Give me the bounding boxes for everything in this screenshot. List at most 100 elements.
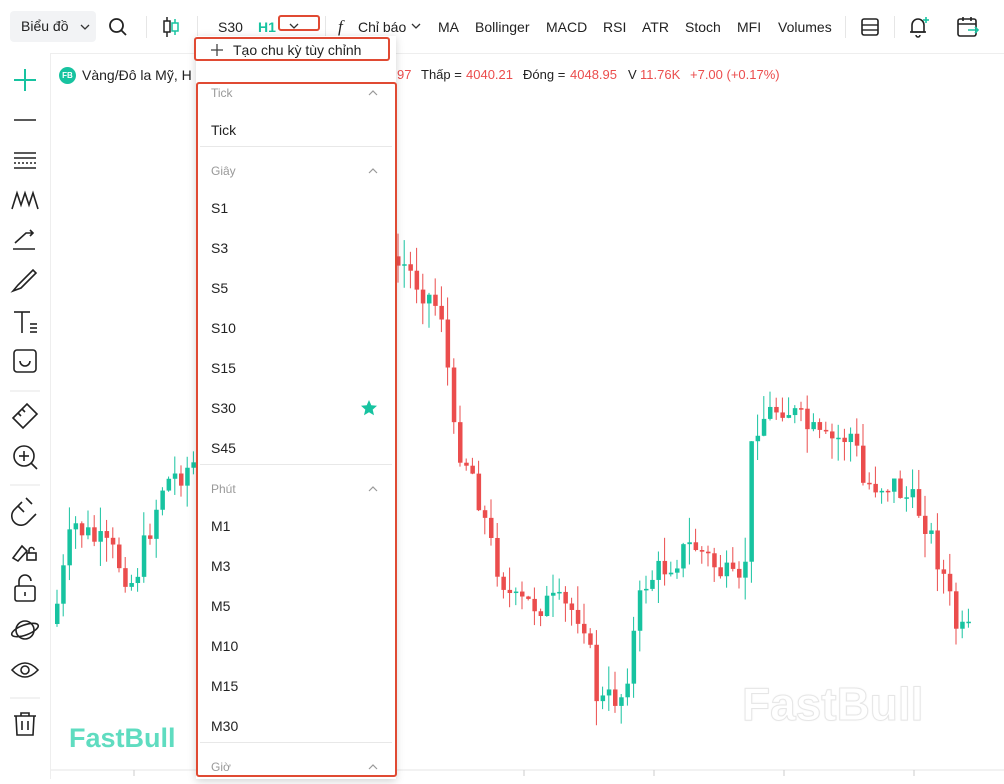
interval-option[interactable]: M10 — [211, 638, 239, 654]
candle-body — [842, 437, 847, 443]
collapse-chevron[interactable] — [368, 89, 378, 97]
candle-body — [154, 509, 159, 539]
candle-body — [513, 591, 519, 594]
magnet-tool[interactable] — [11, 497, 37, 526]
separator — [845, 16, 846, 38]
candle-body — [823, 429, 829, 432]
delete-tool[interactable] — [14, 712, 36, 736]
candle-body — [656, 560, 661, 580]
candle-body — [916, 489, 922, 516]
interval[interactable]: S30 — [218, 19, 243, 35]
favorite-star[interactable] — [360, 399, 378, 417]
text-tool[interactable] — [14, 311, 37, 333]
candle-body — [650, 579, 655, 589]
candle-type-icon[interactable] — [161, 16, 181, 38]
collapse-chevron[interactable] — [368, 763, 378, 771]
candle-body — [941, 569, 947, 574]
candle-body — [526, 596, 531, 599]
interval-option[interactable]: M3 — [211, 558, 231, 574]
candle-body — [166, 478, 172, 491]
eye-tool[interactable] — [10, 662, 40, 678]
candle-body — [129, 583, 134, 587]
candle-body — [588, 633, 593, 645]
candle-body — [687, 542, 692, 545]
search-icon[interactable] — [108, 17, 128, 37]
interval-active[interactable]: H1 — [258, 19, 276, 35]
candle-body — [879, 490, 885, 493]
candle-body — [811, 422, 816, 430]
candle-body — [681, 544, 686, 569]
group-title[interactable]: Phút — [211, 482, 236, 496]
projection-tool[interactable] — [13, 229, 35, 250]
candle-body — [551, 592, 556, 596]
interval-option[interactable]: S5 — [211, 280, 229, 296]
indicator[interactable]: RSI — [603, 19, 627, 35]
interval-option[interactable]: M5 — [211, 598, 231, 614]
indicator[interactable]: Stoch — [685, 19, 721, 35]
candle-body — [532, 598, 537, 612]
symbol-name: Vàng/Đô la Mỹ, H — [82, 67, 192, 83]
interval-option[interactable]: S10 — [211, 320, 236, 336]
create-custom-label: Tạo chu kỳ tùy chỉnh — [233, 42, 362, 58]
indicators-button[interactable]: Chỉ báo — [358, 19, 407, 35]
candle-body — [489, 517, 494, 538]
candle-body — [98, 531, 103, 542]
separator — [197, 16, 198, 38]
indicator[interactable]: MFI — [737, 19, 762, 35]
candle-body — [668, 572, 674, 575]
indicator[interactable]: ATR — [642, 19, 669, 35]
top-toolbar: Biểu đồ S30 H1 f Chỉ báo MA Bollinger MACD… — [0, 0, 1004, 54]
candle-body — [712, 553, 717, 568]
group-title[interactable]: Tick — [211, 86, 233, 100]
indicator[interactable]: MACD — [546, 19, 588, 35]
interval-option[interactable]: S15 — [211, 360, 236, 376]
interval-option[interactable]: Tick — [211, 122, 237, 138]
candle-body — [55, 603, 60, 624]
candle-body — [923, 515, 928, 534]
candle-body — [569, 603, 575, 610]
emoji-tool[interactable] — [13, 349, 37, 373]
calendar-icon[interactable] — [956, 15, 980, 39]
ruler-tool[interactable] — [11, 402, 39, 430]
candle-body — [191, 462, 196, 468]
planet-tool[interactable] — [10, 620, 40, 640]
collapse-chevron[interactable] — [368, 485, 378, 493]
candle-body — [792, 408, 798, 416]
indicator[interactable]: MA — [438, 19, 459, 35]
interval-option[interactable]: S30 — [211, 400, 236, 416]
legend-change: +7.00 (+0.17%) — [690, 67, 780, 82]
pattern-tool[interactable] — [11, 190, 39, 210]
indicator[interactable]: Volumes — [778, 19, 832, 35]
indicator-icon: f — [338, 17, 343, 36]
candle-body — [799, 408, 804, 410]
candle-body — [501, 576, 506, 590]
interval-option[interactable]: M1 — [211, 518, 231, 534]
interval-option[interactable]: S1 — [211, 200, 229, 216]
group-title[interactable]: Giây — [211, 164, 236, 178]
create-custom-button[interactable]: Tạo chu kỳ tùy chỉnh — [196, 38, 396, 62]
interval-option[interactable]: M30 — [211, 718, 239, 734]
chart-button[interactable]: Biểu đồ — [10, 11, 96, 42]
candle-body — [947, 573, 953, 592]
interval-option[interactable]: M15 — [211, 678, 239, 694]
zoom-tool[interactable] — [13, 445, 38, 470]
layout-icon[interactable] — [860, 17, 880, 37]
interval-option[interactable]: S3 — [211, 240, 229, 256]
brush-tool[interactable] — [10, 268, 38, 293]
group-title[interactable]: Giờ — [211, 760, 231, 774]
alert-icon[interactable] — [907, 15, 931, 39]
candle-body — [613, 689, 618, 706]
candle-body — [730, 562, 736, 569]
lock-drawing-tool[interactable] — [11, 544, 37, 563]
crosshair-tool[interactable] — [14, 69, 36, 91]
indicator[interactable]: Bollinger — [475, 19, 530, 35]
lock-tool[interactable] — [14, 574, 36, 602]
collapse-chevron[interactable] — [368, 167, 378, 175]
candle-body — [774, 406, 779, 413]
interval-chevron[interactable] — [289, 22, 299, 30]
separator — [894, 16, 895, 38]
parallel-tool[interactable] — [14, 152, 36, 169]
interval-option[interactable]: S45 — [211, 440, 236, 456]
candle-body — [445, 319, 451, 368]
